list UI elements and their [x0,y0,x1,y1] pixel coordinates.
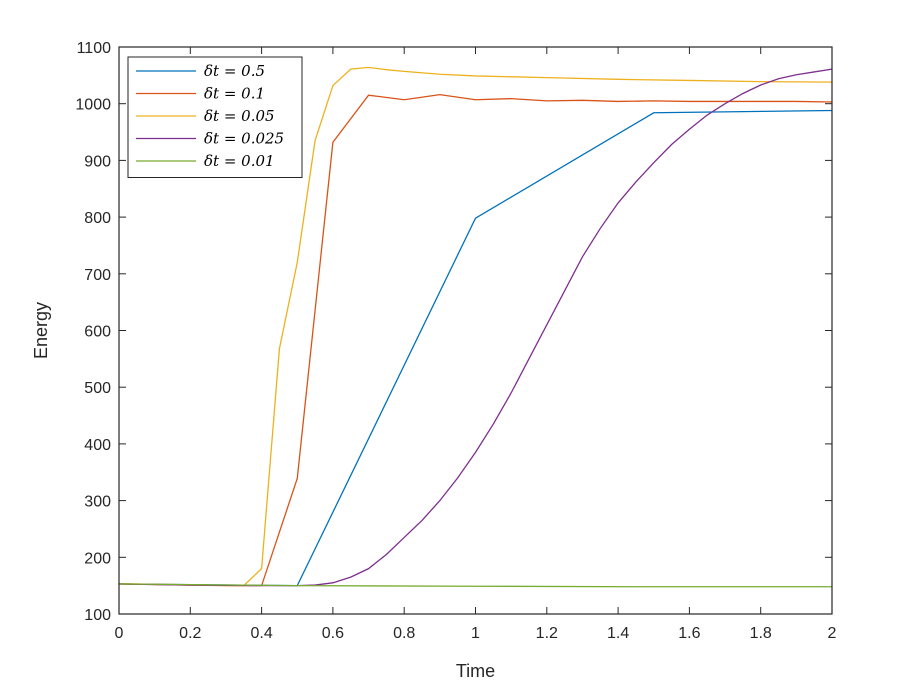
series-layer [118,66,833,588]
y-tick-label: 300 [84,494,111,511]
x-tick-label: 0.2 [179,625,201,642]
legend-entry: δt = 0.025 [204,130,284,148]
x-tick-label: 0.6 [322,625,344,642]
x-tick-label: 1 [471,625,480,642]
x-tick-label: 1.6 [678,625,700,642]
legend-box [127,56,303,178]
x-tick-label: 1.4 [607,625,629,642]
y-tick-label: 800 [84,210,111,227]
y-tick-label: 1000 [75,97,111,114]
legend-entry: δt = 0.5 [204,62,265,80]
x-tick-label: 1.2 [536,625,558,642]
y-tick-label: 100 [84,607,111,624]
y-tick-label: 400 [84,437,111,454]
y-tick-label: 200 [84,550,111,567]
y-tick-label: 900 [84,153,111,170]
x-tick-label: 0.4 [250,625,272,642]
y-tick-label: 500 [84,380,111,397]
legend: δt = 0.5 δt = 0.1 δt = 0.05 δt = 0.025 δt = … [127,56,303,178]
legend-entry: δt = 0.01 [204,152,275,170]
x-tick-label: 2 [828,625,837,642]
y-axis-label: Energy [31,302,51,359]
y-tick-label: 700 [84,267,111,284]
y-tick-label: 600 [84,324,111,341]
legend-entry: δt = 0.05 [204,107,275,125]
series-line-5 [118,583,832,588]
series-line-1 [118,109,833,587]
y-tick-label: 1100 [77,40,112,57]
series-line-4 [118,68,833,587]
x-axis-label: Time [456,661,495,681]
x-tick-label: 1.8 [750,625,772,642]
x-tick-label: 0.8 [393,625,415,642]
legend-entry: δt = 0.1 [204,85,265,103]
ticks-layer: 0 0.2 0.4 0.6 0.8 1 1.2 1.4 1.6 1.8 2 100 200 300 400 5… [75,40,836,642]
x-tick-label: 0 [115,625,124,642]
